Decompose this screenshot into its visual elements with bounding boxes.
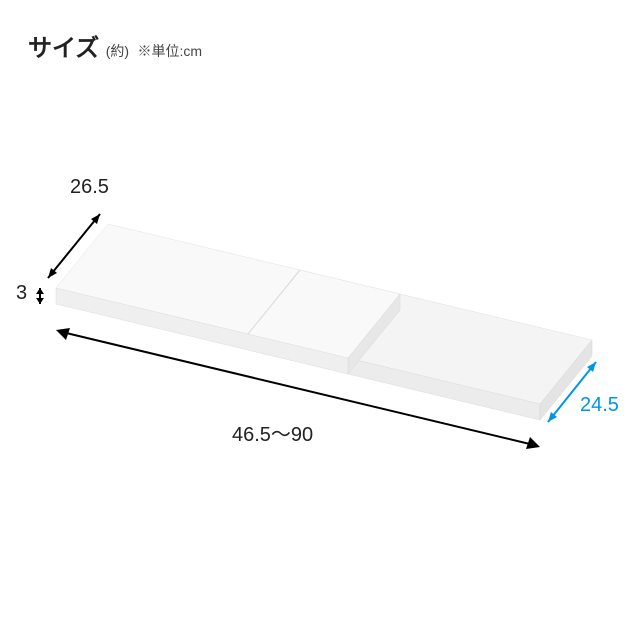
height-dim xyxy=(36,288,44,304)
depth-label: 26.5 xyxy=(70,176,109,199)
height-label: 3 xyxy=(16,282,27,305)
width-range-label: 46.5〜90 xyxy=(232,418,313,447)
inner-depth-label: 24.5 xyxy=(580,394,619,417)
dimension-diagram xyxy=(0,0,640,640)
